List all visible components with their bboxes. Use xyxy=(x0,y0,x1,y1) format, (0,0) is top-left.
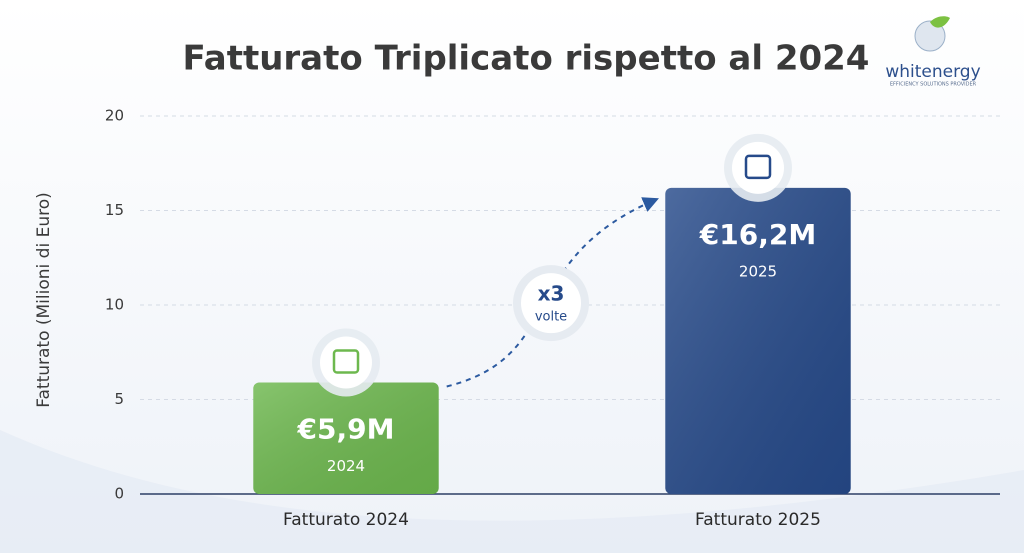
y-tick-label: 15 xyxy=(105,201,124,219)
annotation-badge xyxy=(521,273,581,334)
icon-badge xyxy=(320,336,372,389)
annotation-subtext: volte xyxy=(535,310,567,325)
y-tick-label: 20 xyxy=(105,107,124,125)
logo-name: whitenergy xyxy=(885,62,980,82)
x-tick-label: Fatturato 2025 xyxy=(695,510,821,530)
logo-icon xyxy=(914,20,946,52)
bar-shade xyxy=(253,382,439,494)
background-wave xyxy=(0,430,1024,553)
y-tick-label: 5 xyxy=(114,390,124,408)
logo: whitenergy EFFICIENCY SOLUTIONS PROVIDER xyxy=(885,16,981,88)
value-label: €5,9M xyxy=(297,412,395,445)
chart-title: Fatturato Triplicato rispetto al 2024 xyxy=(183,39,870,79)
y-axis-label: Fatturato (Milioni di Euro) xyxy=(34,192,54,407)
x-tick-label: Fatturato 2024 xyxy=(283,510,409,530)
icon-badge xyxy=(732,141,784,194)
y-tick-label: 10 xyxy=(105,296,124,314)
icon xyxy=(332,349,360,374)
bar-sublabel: 2024 xyxy=(327,457,365,475)
bar-sublabel: 2025 xyxy=(739,262,777,280)
annotation-text: x3 xyxy=(538,282,565,306)
logo-leaf xyxy=(930,16,950,28)
icon xyxy=(744,154,772,180)
value-label: €16,2M xyxy=(699,218,816,251)
y-tick-label: 0 xyxy=(114,485,124,503)
bar-shade xyxy=(665,187,851,494)
logo-tagline: EFFICIENCY SOLUTIONS PROVIDER xyxy=(890,82,977,88)
